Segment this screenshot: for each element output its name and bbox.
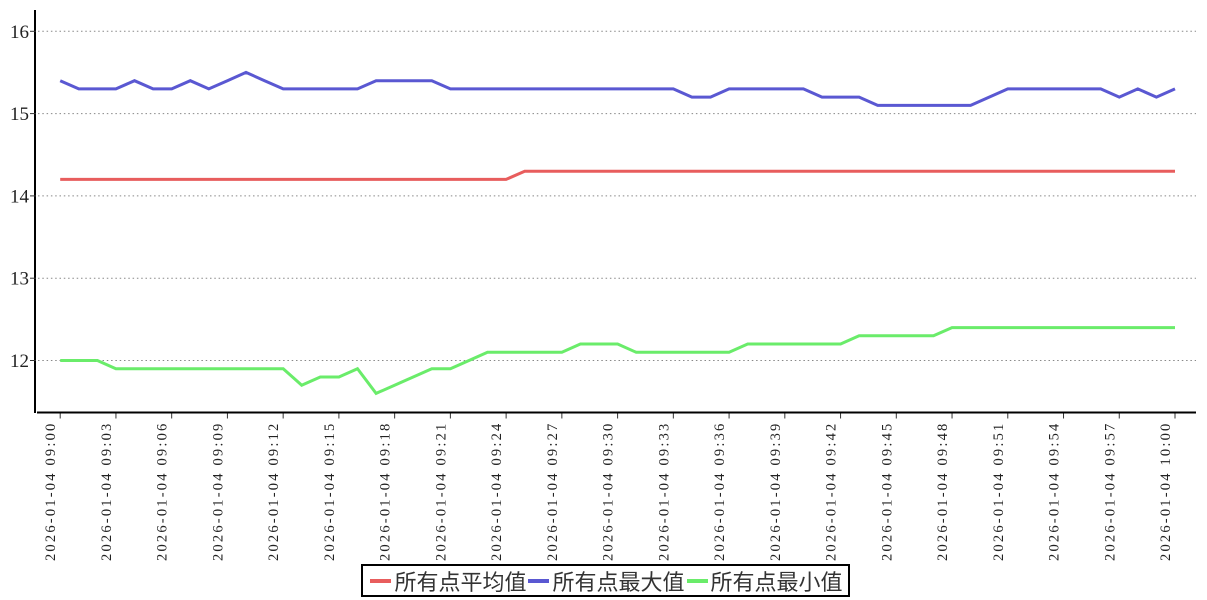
- legend-item-average: 所有点平均值: [368, 565, 526, 597]
- x-ticks: [59, 413, 1176, 419]
- average-line-swatch: [370, 578, 392, 583]
- y-axis-label: 16: [10, 22, 29, 43]
- x-axis-label: 2026-01-04 09:30: [601, 421, 617, 561]
- x-axis-labels: 2026-01-04 09:00 2026-01-04 09:03 2026-0…: [43, 421, 1174, 561]
- x-axis-label: 2026-01-04 09:36: [712, 421, 728, 561]
- x-axis-label: 2026-01-04 09:45: [879, 421, 895, 561]
- x-axis-label: 2026-01-04 09:00: [43, 421, 59, 561]
- x-axis-label: 2026-01-04 10:00: [1158, 421, 1174, 561]
- x-axis-label: 2026-01-04 09:33: [656, 421, 672, 561]
- legend-label-max: 所有点最大值: [552, 569, 685, 595]
- legend-item-max: 所有点最大值: [526, 565, 685, 597]
- min-line-swatch: [686, 578, 708, 583]
- legend-label-min: 所有点最小值: [710, 569, 843, 595]
- max-line: [59, 70, 1176, 107]
- min-line: [60, 326, 1175, 396]
- x-axis-label: 2026-01-04 09:39: [768, 421, 784, 561]
- avg-line: [60, 169, 1175, 181]
- legend-item-min: 所有点最小值: [685, 565, 843, 597]
- x-axis-label: 2026-01-04 09:24: [489, 421, 505, 561]
- x-axis-label: 2026-01-04 09:03: [99, 421, 115, 561]
- x-axis-label: 2026-01-04 09:15: [322, 421, 338, 561]
- y-axis-label: 15: [10, 104, 29, 125]
- x-axis-label: 2026-01-04 09:42: [824, 421, 840, 561]
- y-ticks: [30, 30, 36, 361]
- x-axis-label: 2026-01-04 09:54: [1047, 421, 1063, 561]
- y-axis-label: 14: [10, 186, 30, 207]
- y-axis-label: 12: [10, 351, 29, 372]
- x-axis-label: 2026-01-04 09:06: [155, 421, 171, 561]
- x-axis-label: 2026-01-04 09:51: [991, 421, 1007, 561]
- max-line-swatch: [528, 578, 550, 583]
- y-axis-labels: 16 15 14 13 12: [10, 22, 30, 372]
- x-axis-label: 2026-01-04 09:48: [935, 421, 951, 561]
- y-axis-label: 13: [10, 269, 29, 290]
- legend: 所有点平均值 所有点最大值 所有点最小值: [361, 564, 850, 597]
- x-axis-label: 2026-01-04 09:21: [433, 421, 449, 561]
- x-axis-label: 2026-01-04 09:18: [378, 421, 394, 561]
- x-axis-label: 2026-01-04 09:57: [1102, 421, 1118, 561]
- x-axis-label: 2026-01-04 09:12: [266, 421, 282, 561]
- x-axis-label: 2026-01-04 09:27: [545, 421, 561, 561]
- x-axis-label: 2026-01-04 09:09: [210, 421, 226, 561]
- gridlines: [38, 30, 1196, 361]
- legend-label-average: 所有点平均值: [394, 569, 527, 595]
